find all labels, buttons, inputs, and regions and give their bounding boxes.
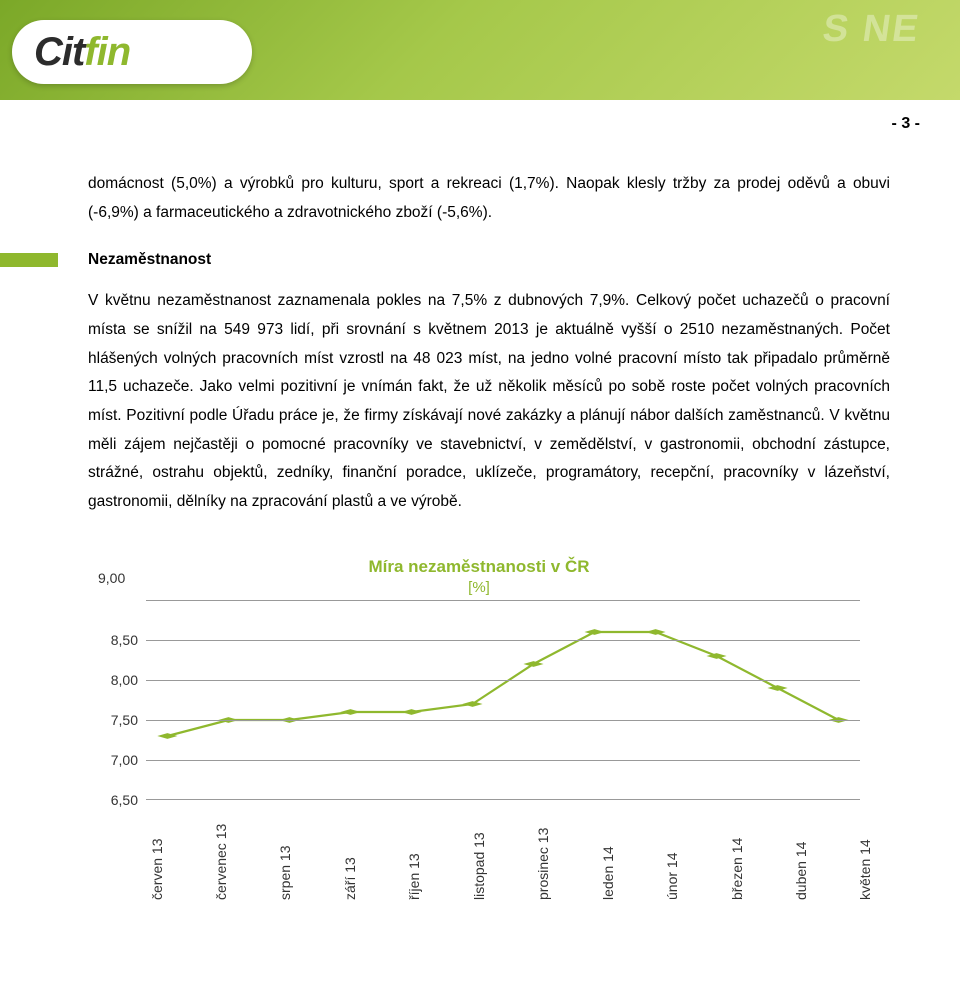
chart-x-label: listopad 13	[471, 832, 487, 900]
chart-marker	[767, 685, 787, 691]
chart-marker	[584, 629, 604, 635]
chart-line-svg	[146, 600, 860, 800]
body-paragraph: V květnu nezaměstnanost zaznamenala pokl…	[88, 287, 890, 516]
chart-marker	[523, 661, 543, 667]
chart-gridline	[146, 680, 860, 681]
chart-gridline	[146, 720, 860, 721]
chart-x-label: červenec 13	[213, 823, 229, 899]
chart-y-top-tick: 9,00	[98, 570, 125, 586]
intro-paragraph: domácnost (5,0%) a výrobků pro kulturu, …	[88, 170, 890, 227]
chart-x-label: říjen 13	[406, 853, 422, 900]
chart-y-tick: 6,50	[98, 792, 138, 808]
logo: Citfin	[12, 20, 252, 84]
section-bullet	[0, 253, 58, 267]
logo-text: Citfin	[34, 30, 130, 75]
section-heading: Nezaměstnanost	[88, 251, 890, 269]
chart-x-label: duben 14	[793, 841, 809, 899]
logo-main: Cit	[34, 30, 84, 74]
chart-x-label: červen 13	[149, 838, 165, 899]
header-banner: S NE Citfin	[0, 0, 960, 100]
chart-plot-area: 8,50 8,00 7,50 7,00 6,50	[98, 600, 860, 820]
header-watermark: S NE	[820, 8, 923, 51]
chart-plot	[146, 600, 860, 800]
chart-x-label: září 13	[342, 857, 358, 900]
main-content: domácnost (5,0%) a výrobků pro kulturu, …	[0, 100, 960, 820]
chart-x-label: prosinec 13	[535, 827, 551, 899]
chart-subtitle: [%]	[98, 579, 860, 596]
chart-baseline	[146, 799, 860, 800]
logo-accent: fin	[84, 30, 130, 74]
chart-gridline	[146, 600, 860, 601]
chart-x-label: únor 14	[664, 852, 680, 899]
chart-x-label: květen 14	[857, 839, 873, 900]
chart-title: Míra nezaměstnanosti v ČR	[98, 557, 860, 577]
chart-x-labels: červen 13 červenec 13 srpen 13 září 13 říjen…	[136, 820, 890, 900]
chart-x-label: březen 14	[729, 837, 745, 899]
chart-y-tick: 7,50	[98, 712, 138, 728]
chart-gridline	[146, 640, 860, 641]
unemployment-chart: Míra nezaměstnanosti v ČR [%] 9,00 8,508…	[88, 557, 890, 820]
page-number: - 3 -	[892, 115, 920, 133]
chart-gridline	[146, 760, 860, 761]
chart-y-tick: 7,00	[98, 752, 138, 768]
chart-y-axis: 8,508,007,507,006,50	[98, 600, 146, 800]
chart-x-label: srpen 13	[277, 845, 293, 899]
chart-y-tick: 8,00	[98, 672, 138, 688]
section-heading-wrap: Nezaměstnanost	[88, 251, 890, 269]
chart-x-label: leden 14	[600, 846, 616, 900]
chart-y-tick: 8,50	[98, 632, 138, 648]
